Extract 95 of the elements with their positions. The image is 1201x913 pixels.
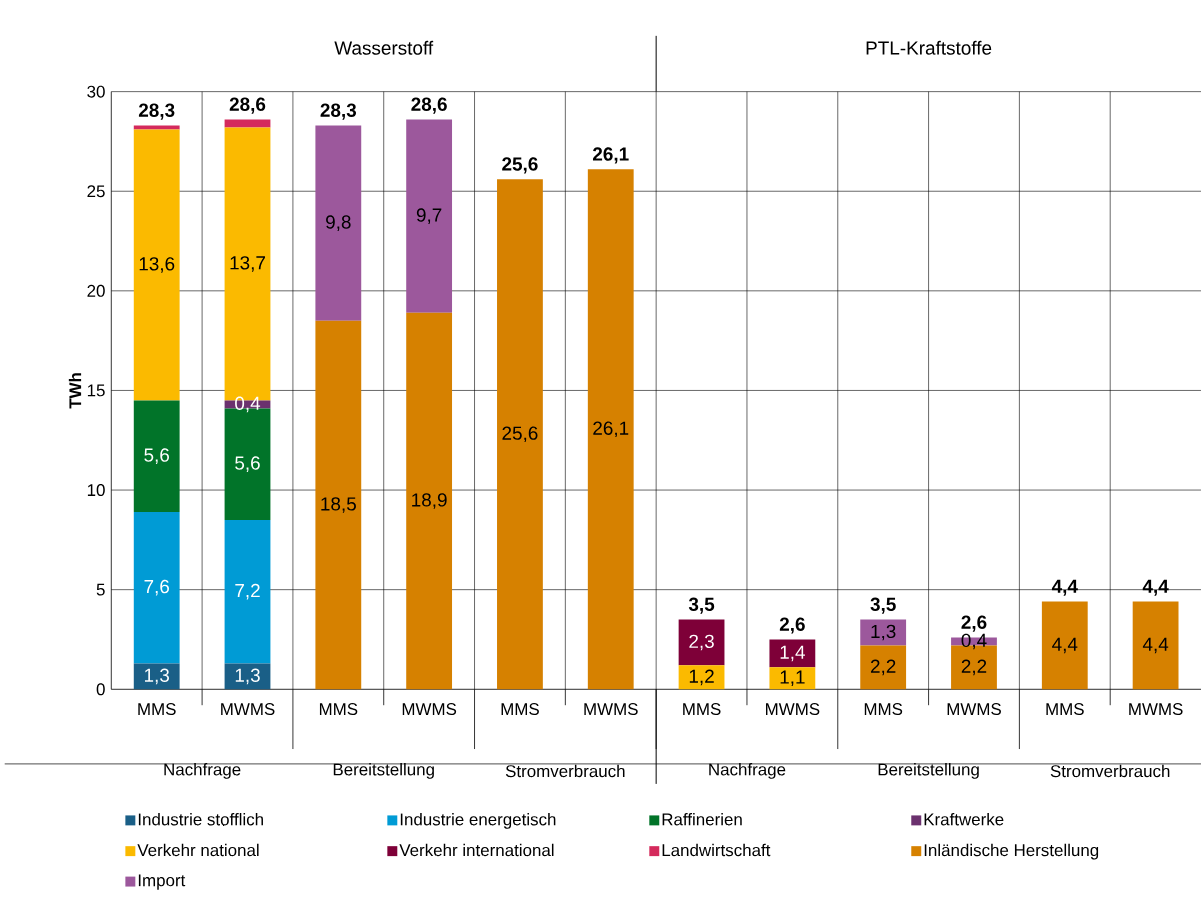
x-tick-label: MWMS: [221, 702, 275, 715]
bar: [224, 663, 271, 690]
y-tick-label: 20: [87, 284, 105, 297]
x-tick-label: MWMS: [584, 702, 638, 715]
bar: [224, 519, 271, 664]
data-label: 1,3: [144, 668, 170, 684]
legend-label: Verkehr national: [137, 843, 259, 856]
x-tick-label: MWMS: [947, 702, 1001, 715]
data-label: 1,3: [235, 668, 260, 684]
y-axis-title: TWh: [68, 372, 82, 409]
legend-label: Import: [138, 874, 186, 890]
y-tick-label: 15: [87, 384, 105, 397]
data-label: 18,5: [321, 496, 356, 513]
y-tick-label: 0: [96, 683, 105, 696]
data-label: 1,2: [689, 669, 714, 685]
data-label: 18,9: [412, 493, 447, 509]
total-label: 2,6: [779, 617, 805, 634]
bar: [1132, 601, 1179, 690]
bar: [860, 619, 907, 646]
bar: [587, 169, 634, 690]
data-label: 1,3: [871, 624, 896, 641]
x-tick-label: MMS: [501, 702, 539, 715]
data-label: 25,6: [502, 426, 538, 442]
text: Bereitstellung: [333, 762, 434, 779]
legend-label: Raffinerien: [662, 812, 742, 826]
y-tick-label: 25: [87, 185, 105, 198]
data-label: 1,4: [780, 645, 805, 661]
data-label: 5,6: [235, 456, 260, 472]
legend-label: Industrie energetisch: [400, 812, 556, 829]
x-tick-label: MWMS: [1129, 702, 1183, 715]
legend-label: Landwirtschaft: [662, 843, 771, 856]
bar: [678, 665, 725, 690]
data-label: 4,4: [1052, 637, 1078, 653]
bar: [1041, 601, 1088, 690]
data-label: 13,7: [230, 255, 265, 272]
data-label: 0,4: [961, 633, 987, 650]
data-label: 1,1: [780, 670, 805, 686]
text: Nachfrage: [709, 762, 786, 779]
bar: [133, 663, 180, 690]
legend-label: Verkehr international: [399, 843, 554, 856]
total-label: 28,6: [411, 97, 447, 114]
total-label: 28,3: [320, 103, 357, 120]
text: Wasserstoff: [334, 40, 434, 55]
data-label: 4,4: [1142, 637, 1169, 653]
x-tick-label: MWMS: [766, 702, 820, 715]
legend-label: Inländische Herstellung: [924, 843, 1099, 860]
data-label: 2,2: [870, 659, 896, 675]
x-tick-label: MMS: [1046, 702, 1084, 715]
bar: [133, 400, 180, 512]
total-label: 3,5: [688, 597, 715, 614]
text: Stromverbrauch: [1050, 764, 1170, 777]
text: Bereitstellung: [878, 762, 979, 779]
bar: [769, 667, 816, 690]
data-label: 5,6: [144, 448, 170, 464]
data-label: 7,2: [235, 583, 260, 600]
data-label: 13,6: [139, 256, 175, 273]
total-label: 25,6: [502, 157, 538, 174]
data-label: 2,3: [689, 634, 714, 651]
bar: [133, 511, 180, 664]
bar: [769, 639, 816, 668]
bar: [315, 320, 362, 690]
bar: [406, 312, 453, 690]
bar: [406, 119, 453, 313]
bar: [497, 179, 543, 690]
bar: [860, 645, 907, 690]
total-label: 26,1: [592, 147, 629, 164]
total-label: 2,6: [961, 615, 987, 632]
legend-label: Industrie stofflich: [138, 812, 263, 826]
x-tick-label: MMS: [864, 702, 903, 715]
x-tick-label: MMS: [683, 702, 721, 715]
bar: [133, 125, 180, 130]
data-label: 2,2: [961, 659, 987, 675]
y-tick-label: 5: [96, 583, 105, 596]
text: Stromverbrauch: [505, 764, 625, 777]
bar: [133, 129, 180, 401]
y-tick-label: 10: [87, 483, 105, 496]
legend-label: Kraftwerke: [924, 812, 1004, 826]
total-label: 28,6: [229, 97, 266, 114]
total-label: 28,3: [138, 103, 175, 120]
data-label: 0,4: [235, 396, 261, 413]
data-label: 7,6: [144, 579, 170, 596]
bar: [678, 619, 725, 666]
bar: [315, 125, 362, 321]
total-label: 3,5: [870, 597, 896, 614]
y-tick-label: 30: [87, 85, 105, 98]
x-tick-label: MWMS: [402, 702, 457, 715]
total-label: 4,4: [1142, 579, 1169, 596]
text: Nachfrage: [164, 762, 241, 779]
data-label: 26,1: [593, 421, 629, 437]
total-label: 4,4: [1051, 579, 1078, 596]
text: PTL-Kraftstoffe: [866, 40, 992, 55]
data-label: 9,7: [416, 208, 442, 224]
data-label: 9,8: [326, 215, 351, 231]
x-tick-label: MMS: [138, 702, 176, 715]
x-tick-label: MMS: [319, 702, 358, 715]
